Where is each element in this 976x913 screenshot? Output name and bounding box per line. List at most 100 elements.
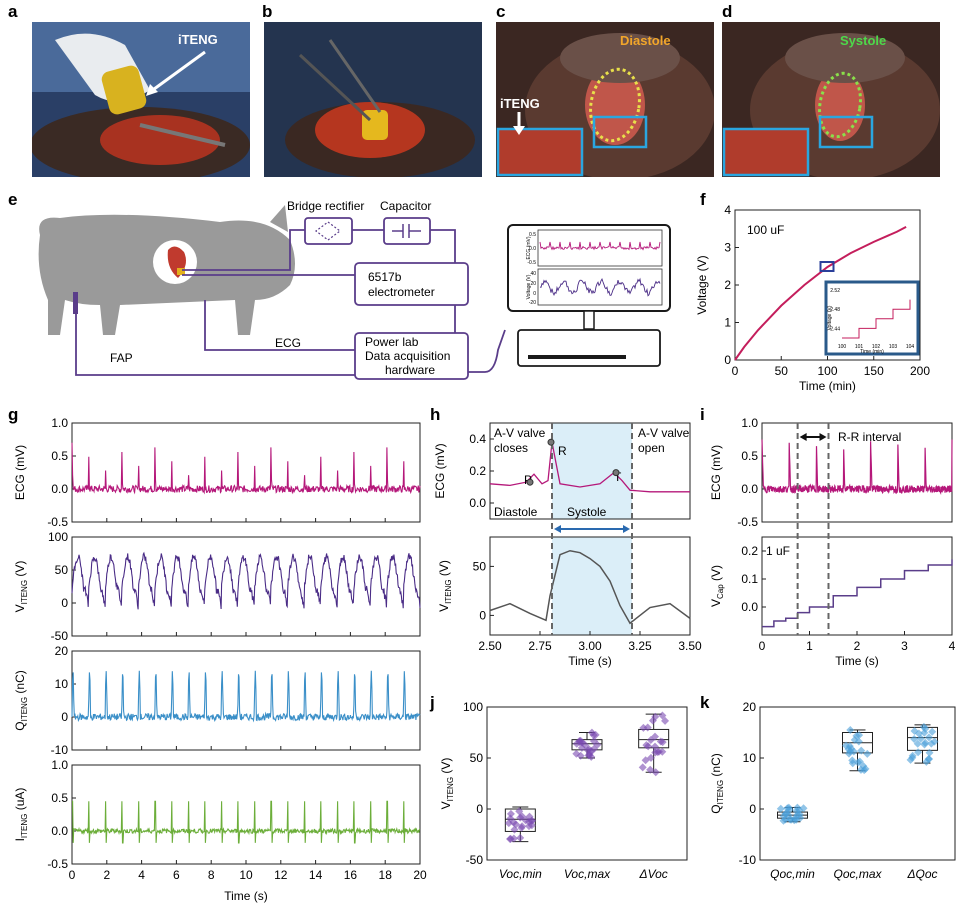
g2-ytick-label-1: 10 (55, 677, 69, 691)
powerlab-line2: Data acquisition (365, 349, 450, 363)
h-xtick-label-0: 2.50 (478, 639, 502, 653)
zoom-box-d (818, 115, 874, 149)
f-xtick-label-2: 100 (817, 364, 837, 378)
j-point (577, 743, 586, 752)
k-point (781, 815, 790, 824)
k-point (930, 737, 939, 746)
k-point (925, 755, 934, 764)
h-arrowhead-l (554, 525, 561, 533)
k-cat-1: Qoc,max (833, 867, 882, 881)
i-top-ytick-label-3: -0.5 (737, 515, 758, 529)
panel-label-e: e (8, 190, 17, 209)
h-voltage-line (489, 549, 691, 625)
g3-xtick-label-0: 0 (69, 868, 76, 882)
label-ecg: ECG (275, 336, 301, 350)
k-ytick-label-1: 10 (743, 751, 757, 765)
i-bot-ytick-label-0: 0.2 (741, 544, 758, 558)
k-point (846, 726, 855, 735)
bridge-rectifier-box (304, 217, 353, 245)
j-point (589, 736, 598, 745)
g3-ytick-label-1: 0.5 (51, 791, 68, 805)
h-xtick-label-3: 3.25 (628, 639, 652, 653)
h-avclose-2: closes (494, 441, 528, 455)
g-trace-0 (71, 442, 421, 495)
j-point (658, 747, 667, 756)
g1-ytick-label-2: 0 (61, 596, 68, 610)
k-point (848, 759, 857, 768)
photo-d (722, 22, 940, 177)
i-1uf-label: 1 uF (766, 544, 790, 558)
g3-xtick-label-8: 16 (344, 868, 358, 882)
monitor-tick-bottom-3: -20 (529, 300, 536, 306)
k-point (913, 739, 922, 748)
monitor-ylabel-voltage: Voltage (V) (526, 274, 532, 299)
panel-label-f: f (700, 190, 706, 209)
h-xtick-label-1: 2.75 (528, 639, 552, 653)
g0-ytick-label-0: 1.0 (51, 416, 68, 430)
j-point (576, 751, 585, 760)
j-ytick-label-3: -50 (466, 853, 484, 867)
k-point (921, 724, 930, 733)
zoom-box-c (592, 115, 648, 149)
monitor-voltage-trace (539, 277, 661, 297)
i-xtick-label-1: 1 (806, 639, 813, 653)
k-point (847, 744, 856, 753)
f-ytick-label-1: 1 (724, 316, 731, 330)
electrometer-box (354, 262, 469, 306)
f-inset-ytick-1: 2.48 (830, 307, 840, 313)
h-avclose-1: A-V valve (494, 426, 546, 440)
label-iteng-a: iTENG (178, 32, 218, 47)
f-ytick-label-3: 3 (724, 241, 731, 255)
f-ytick-label-0: 0 (724, 353, 731, 367)
powerlab-line3: hardware (385, 363, 435, 377)
i-rr-head-l (799, 433, 807, 441)
j-point (506, 814, 515, 823)
g-ylabel-0: ECG (mV) (13, 445, 27, 500)
g3-xtick-label-6: 12 (274, 868, 288, 882)
j-point (646, 765, 655, 774)
g-axes-3 (71, 764, 421, 865)
j-point (658, 711, 667, 720)
j-point (642, 741, 651, 750)
j-cat-0: Voc,min (499, 867, 542, 881)
panel-label-h: h (430, 405, 440, 424)
label-fap: FAP (110, 351, 133, 365)
bridge-rectifier-icon (315, 221, 341, 241)
g3-xtick-label-7: 14 (309, 868, 323, 882)
j-ytick-label-2: 0 (476, 802, 483, 816)
f-annotation: 100 uF (747, 223, 784, 237)
j-point (583, 746, 592, 755)
j-cat-1: Voc,max (564, 867, 611, 881)
f-xtick-label-1: 50 (775, 364, 789, 378)
j-point (506, 809, 515, 818)
h-xtick-label-2: 3.00 (578, 639, 602, 653)
panel-label-d: d (722, 2, 732, 21)
g2-ytick-label-0: 20 (55, 644, 69, 658)
i-top-ytick-label-0: 1.0 (741, 416, 758, 430)
j-point (651, 768, 660, 777)
k-point (920, 740, 929, 749)
h-avopen-2: open (638, 441, 665, 455)
f-inset-xtick-4: 104 (906, 344, 915, 350)
i-xtick-label-2: 2 (854, 639, 861, 653)
j-point (639, 723, 648, 732)
k-cat-2: ΔQoc (906, 867, 937, 881)
g-ylabel-1: VITENG (V) (13, 561, 29, 613)
f-zoom-box (819, 261, 835, 272)
label-capacitor: Capacitor (380, 199, 431, 213)
f-xtick-label-0: 0 (732, 364, 739, 378)
k-point (783, 804, 792, 813)
label-systole: Systole (840, 33, 886, 48)
g-axes-0 (71, 422, 421, 523)
powerlab-box (354, 332, 469, 380)
j-point (518, 822, 527, 831)
k-point (925, 748, 934, 757)
f-inset-xtick-3: 103 (889, 344, 898, 350)
h-diastole: Diastole (494, 505, 538, 519)
g3-xtick-label-9: 18 (379, 868, 393, 882)
g3-ytick-label-0: 1.0 (51, 758, 68, 772)
f-inset-frame (824, 280, 920, 356)
i-ylabel-top: ECG (mV) (709, 445, 723, 500)
panel-label-g: g (8, 405, 18, 424)
g1-ytick-label-1: 50 (55, 563, 69, 577)
